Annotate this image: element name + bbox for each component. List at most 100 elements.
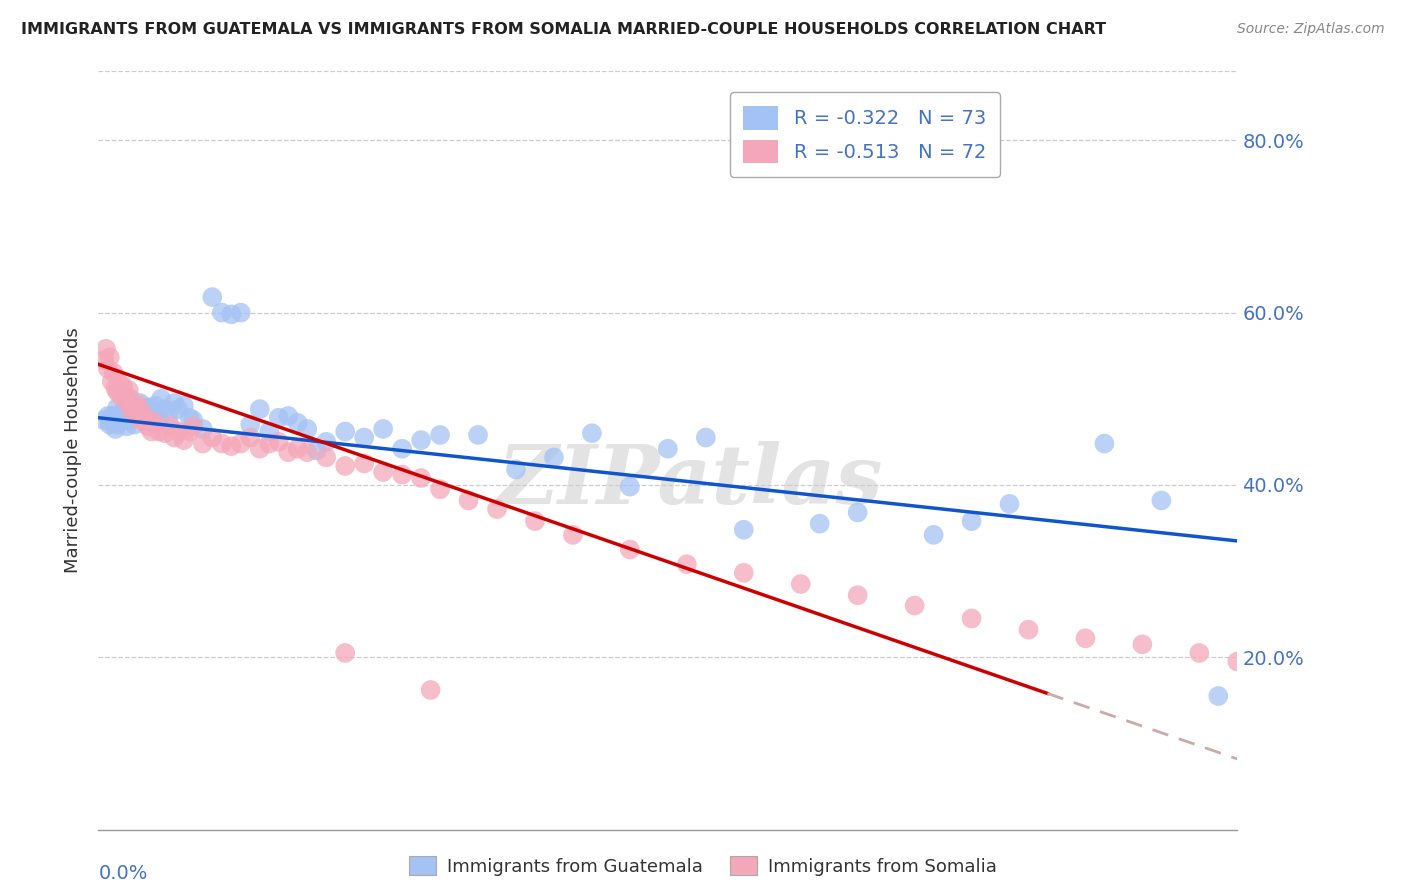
Point [121,401,143,415]
Point [141,425,163,439]
Point [277,445,299,459]
Point [97,361,120,376]
Point [118,383,141,397]
Point [131,413,153,427]
Point [211,436,233,450]
Point [411,433,433,447]
Legend: R = -0.322   N = 73, R = -0.513   N = 72: R = -0.322 N = 73, R = -0.513 N = 72 [730,93,1000,177]
Point [305,443,328,458]
Point [486,502,509,516]
Point [103,366,125,380]
Point [221,307,243,321]
Point [619,542,641,557]
Point [221,439,243,453]
Point [150,392,173,406]
Point [136,419,159,434]
Point [619,480,641,494]
Point [107,401,129,415]
Point [259,436,281,450]
Point [157,409,180,423]
Point [371,422,394,436]
Point [267,410,290,425]
Point [136,401,159,415]
Point [191,422,214,436]
Point [183,413,205,427]
Point [1132,637,1154,651]
Point [315,434,337,449]
Point [97,409,120,423]
Point [153,402,176,417]
Text: Source: ZipAtlas.com: Source: ZipAtlas.com [1237,22,1385,37]
Point [457,493,479,508]
Point [1094,436,1116,450]
Point [335,646,357,660]
Point [173,399,195,413]
Point [179,425,201,439]
Point [120,392,142,406]
Point [335,458,357,473]
Point [138,413,160,427]
Point [103,409,125,423]
Point [110,410,132,425]
Point [107,384,129,399]
Point [239,417,262,432]
Point [1188,646,1211,660]
Point [118,405,141,419]
Point [249,442,271,456]
Point [132,413,155,427]
Point [183,419,205,434]
Point [104,381,127,395]
Point [127,410,149,425]
Point [505,462,527,476]
Point [110,390,132,404]
Point [104,422,127,436]
Point [353,431,375,445]
Point [249,402,271,417]
Point [112,379,135,393]
Point [562,528,585,542]
Point [191,436,214,450]
Point [211,305,233,319]
Point [127,407,149,421]
Point [135,405,157,419]
Point [297,445,319,459]
Point [733,523,755,537]
Point [229,436,252,450]
Point [657,442,679,456]
Point [1150,493,1173,508]
Point [163,396,186,410]
Point [581,426,603,441]
Point [125,396,148,410]
Point [114,401,136,415]
Point [904,599,927,613]
Point [201,431,224,445]
Point [148,410,170,425]
Point [107,417,129,432]
Point [112,405,135,419]
Point [93,353,115,368]
Point [790,577,813,591]
Point [132,409,155,423]
Point [179,410,201,425]
Point [695,431,717,445]
Point [1074,632,1097,646]
Point [120,402,142,417]
Point [167,402,190,417]
Point [135,416,157,430]
Point [411,471,433,485]
Legend: Immigrants from Guatemala, Immigrants from Somalia: Immigrants from Guatemala, Immigrants fr… [402,849,1004,883]
Point [125,402,148,417]
Point [429,428,451,442]
Point [960,514,983,528]
Point [676,557,699,572]
Point [153,426,176,441]
Point [167,425,190,439]
Point [846,506,869,520]
Point [287,442,309,456]
Point [287,416,309,430]
Point [100,409,122,423]
Point [115,393,138,408]
Point [115,419,138,434]
Point [239,431,262,445]
Point [419,683,441,698]
